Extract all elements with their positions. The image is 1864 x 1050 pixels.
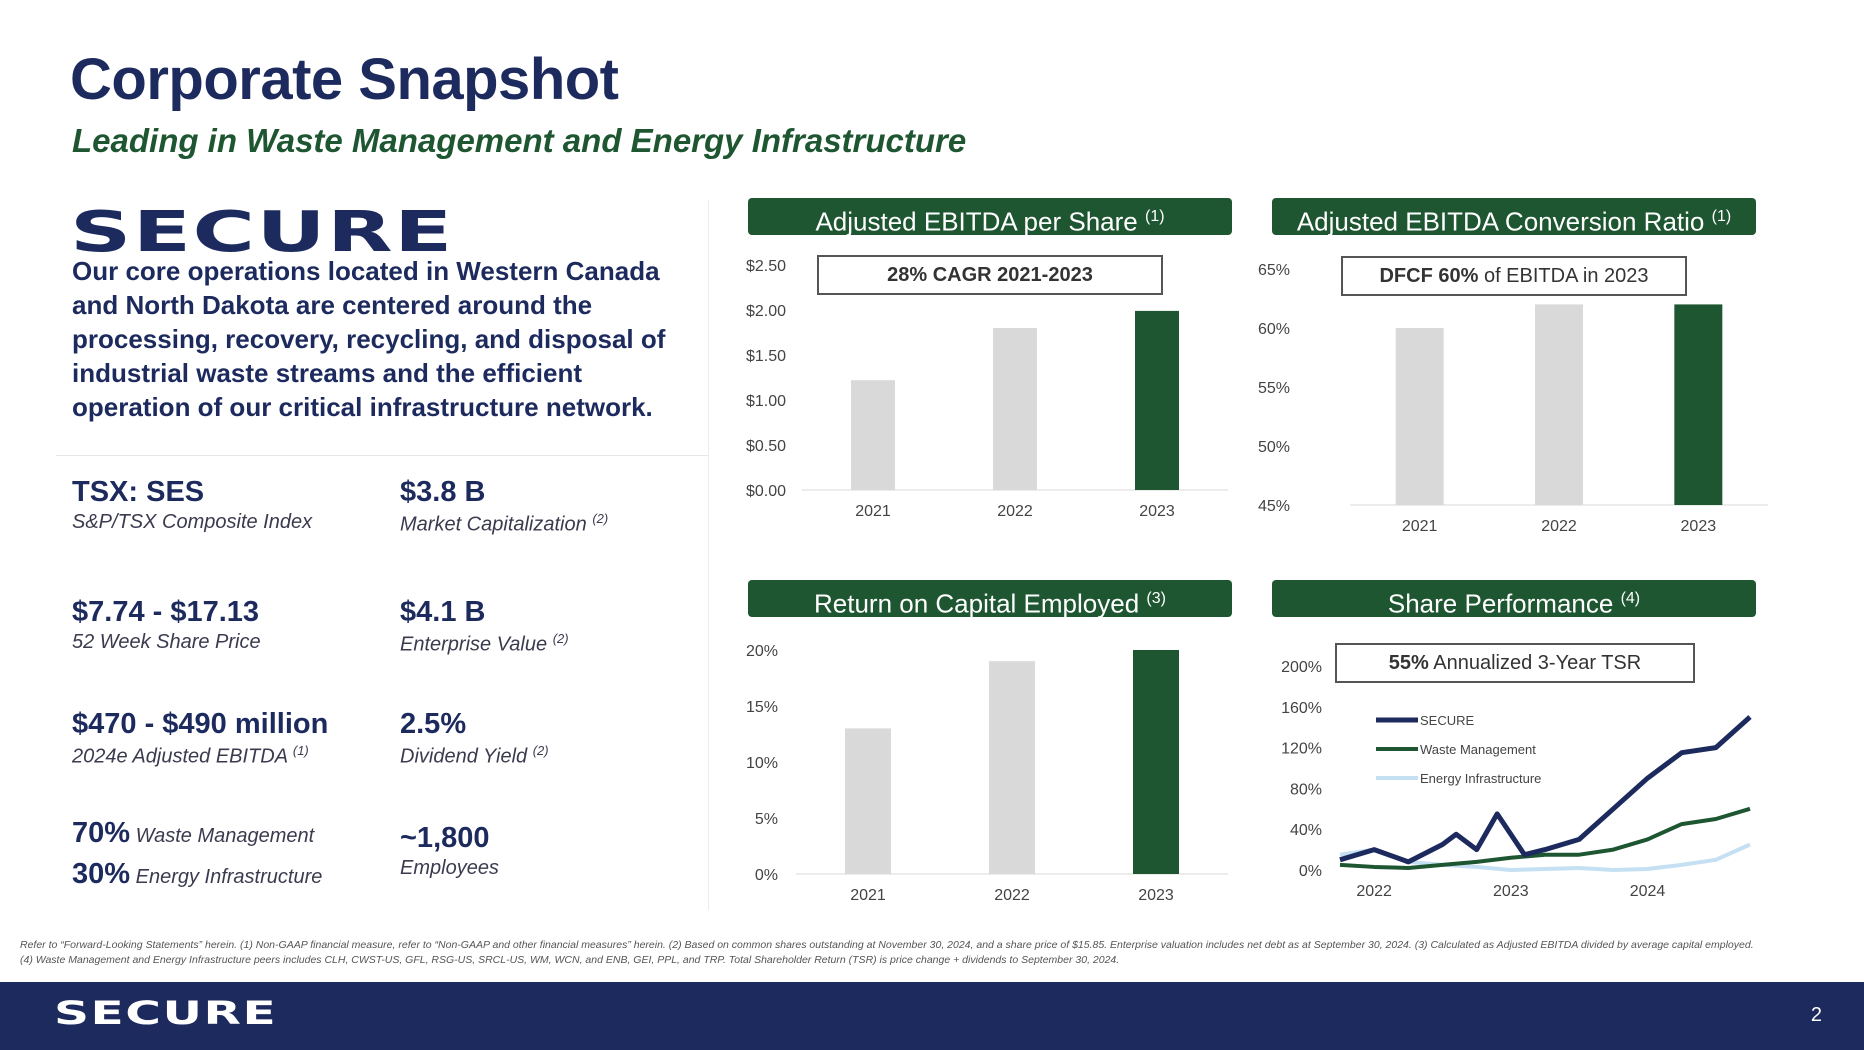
chart-title: Adjusted EBITDA Conversion Ratio (1): [1272, 198, 1756, 237]
roce-chart: 0% 5% 10% 15% 20% 2021 2022 2023: [746, 643, 1228, 904]
bar: [1535, 304, 1583, 505]
chart-callout: 28% CAGR 2021-2023: [817, 255, 1163, 295]
page-subtitle: Leading in Waste Management and Energy I…: [72, 122, 967, 159]
stat-label: Market Capitalization (2): [400, 511, 609, 536]
bar: [845, 728, 891, 874]
bar: [1674, 304, 1723, 505]
chart-title: Return on Capital Employed (3): [748, 580, 1232, 619]
chart-callout: DFCF 60% of EBITDA in 2023: [1341, 256, 1687, 296]
bar: [1395, 328, 1444, 505]
footer-logo: SECURE: [54, 994, 278, 1032]
y-tick-label: 60%: [1258, 321, 1290, 338]
y-tick-label: 65%: [1258, 262, 1290, 279]
chart-callout: 55% Annualized 3-Year TSR: [1335, 643, 1695, 683]
legend-label: Energy Infrastructure: [1420, 771, 1541, 786]
bar: [1133, 650, 1179, 874]
y-tick-label: $1.50: [746, 348, 786, 365]
x-tick-label: 2021: [1402, 518, 1438, 535]
x-tick-label: 2024: [1630, 883, 1666, 900]
divider: [56, 455, 708, 456]
y-tick-label: $0.50: [746, 438, 786, 455]
footnote: Refer to “Forward-Looking Statements” he…: [20, 939, 1754, 966]
bar: [1135, 310, 1179, 490]
stat-enterprise-value: $4.1 B Enterprise Value (2): [400, 596, 569, 657]
company-description: Our core operations located in Western C…: [72, 256, 666, 422]
stat-dividend: 2.5% Dividend Yield (2): [400, 708, 549, 769]
stat-price-range: $7.74 - $17.13 52 Week Share Price: [72, 596, 261, 654]
x-tick-label: 2021: [850, 887, 886, 904]
company-logo: SECURE: [70, 200, 454, 265]
footer-bar: SECURE 2: [0, 982, 1864, 1050]
y-tick-label: $1.00: [746, 393, 786, 410]
stat-label: S&P/TSX Composite Index: [72, 511, 313, 533]
y-tick-label: 45%: [1258, 498, 1290, 515]
stat-label: Employees: [400, 857, 499, 879]
y-tick-label: 80%: [1290, 781, 1322, 798]
chart-title: Share Performance (4): [1272, 580, 1756, 619]
y-tick-label: 55%: [1258, 380, 1290, 397]
x-tick-label: 2022: [1356, 883, 1392, 900]
x-tick-label: 2023: [1681, 518, 1717, 535]
x-tick-label: 2022: [1541, 518, 1577, 535]
stat-business-mix: 70% Waste Management 30% Energy Infrastr…: [72, 814, 322, 896]
share-performance-chart: 0% 40% 80% 120% 160% 200% 2022 2023 2024 SECURE Wa…: [1281, 659, 1752, 900]
stat-market-cap: $3.8 B Market Capitalization (2): [400, 476, 608, 537]
x-tick-label: 2023: [1138, 887, 1174, 904]
chart-title: Adjusted EBITDA per Share (1): [748, 198, 1232, 237]
stat-label: Dividend Yield (2): [400, 743, 549, 768]
stat-label: 2024e Adjusted EBITDA (1): [72, 743, 309, 768]
stat-value: $470 - $490 million: [72, 708, 329, 740]
stat-value: $7.74 - $17.13: [72, 596, 260, 628]
y-tick-label: 15%: [746, 699, 778, 716]
page-number: 2: [1810, 1004, 1822, 1026]
bar: [989, 661, 1035, 874]
x-tick-label: 2023: [1493, 883, 1529, 900]
legend-label: SECURE: [1420, 713, 1475, 728]
y-tick-label: 20%: [746, 643, 778, 660]
stat-ebitda: $470 - $490 million 2024e Adjusted EBITD…: [72, 708, 328, 769]
x-tick-label: 2023: [1139, 503, 1175, 520]
ebitda-per-share-chart: $0.00 $0.50 $1.00 $1.50 $2.00 $2.50 2021 2022 20…: [746, 258, 1228, 520]
y-tick-label: $2.00: [746, 303, 786, 320]
x-tick-label: 2021: [855, 503, 891, 520]
stat-employees: ~1,800 Employees: [400, 822, 499, 880]
y-tick-label: 10%: [746, 755, 778, 772]
y-tick-label: 5%: [755, 811, 778, 828]
divider: [708, 200, 709, 910]
legend-label: Waste Management: [1420, 742, 1536, 757]
bar: [851, 380, 895, 490]
y-tick-label: 120%: [1281, 741, 1322, 758]
stat-value: $4.1 B: [400, 596, 486, 628]
bar: [993, 328, 1037, 490]
conversion-ratio-chart: 45% 50% 55% 60% 65% 2021 2022 2023: [1258, 262, 1768, 535]
mix-row: 30% Energy Infrastructure: [72, 858, 323, 890]
mix-row: 70% Waste Management: [72, 817, 315, 849]
page-title: Corporate Snapshot: [70, 47, 619, 112]
stat-value: TSX: SES: [72, 476, 205, 508]
stat-label: 52 Week Share Price: [72, 631, 261, 653]
stat-ticker: TSX: SES S&P/TSX Composite Index: [72, 476, 312, 534]
y-tick-label: 0%: [755, 867, 778, 884]
y-tick-label: 200%: [1281, 659, 1322, 676]
series-line: [1339, 715, 1752, 865]
x-tick-label: 2022: [997, 503, 1033, 520]
stat-value: $3.8 B: [400, 476, 486, 508]
y-tick-label: 0%: [1299, 863, 1322, 880]
stat-value: ~1,800: [400, 822, 490, 854]
stat-label: Enterprise Value (2): [400, 631, 569, 656]
y-tick-label: 50%: [1258, 439, 1290, 456]
x-tick-label: 2022: [994, 887, 1030, 904]
y-tick-label: $0.00: [746, 483, 786, 500]
stat-value: 2.5%: [400, 708, 467, 740]
y-tick-label: 160%: [1281, 700, 1322, 717]
y-tick-label: $2.50: [746, 258, 786, 275]
y-tick-label: 40%: [1290, 822, 1322, 839]
series-line: [1339, 806, 1751, 870]
